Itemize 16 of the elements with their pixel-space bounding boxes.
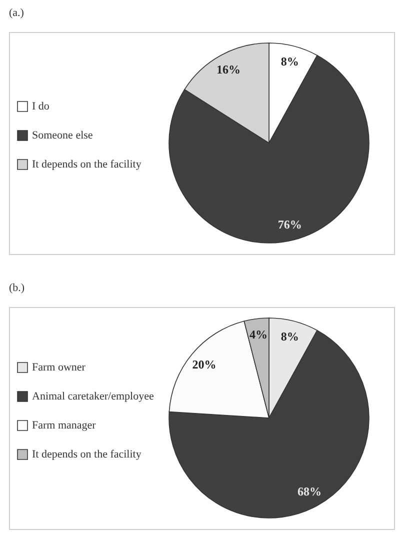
data-label: 8% bbox=[280, 330, 299, 344]
data-label: 4% bbox=[249, 328, 268, 342]
data-label: 68% bbox=[297, 484, 322, 499]
data-label: 16% bbox=[216, 62, 241, 76]
legend-label: I do bbox=[32, 100, 50, 112]
legend-label: It depends on the facility bbox=[32, 448, 142, 460]
data-label: 8% bbox=[280, 54, 299, 69]
legend-label: Farm owner bbox=[32, 362, 86, 374]
legend-label: Someone else bbox=[32, 130, 93, 142]
chart-title: (a.) bbox=[9, 7, 24, 19]
legend-label: It depends on the facility bbox=[32, 158, 142, 170]
chart-title: (b.) bbox=[9, 282, 25, 294]
legend-label: Animal caretaker/employee bbox=[32, 390, 154, 402]
legend-label: Farm manager bbox=[32, 420, 96, 432]
data-label: 20% bbox=[192, 357, 216, 372]
data-label: 76% bbox=[278, 217, 302, 232]
